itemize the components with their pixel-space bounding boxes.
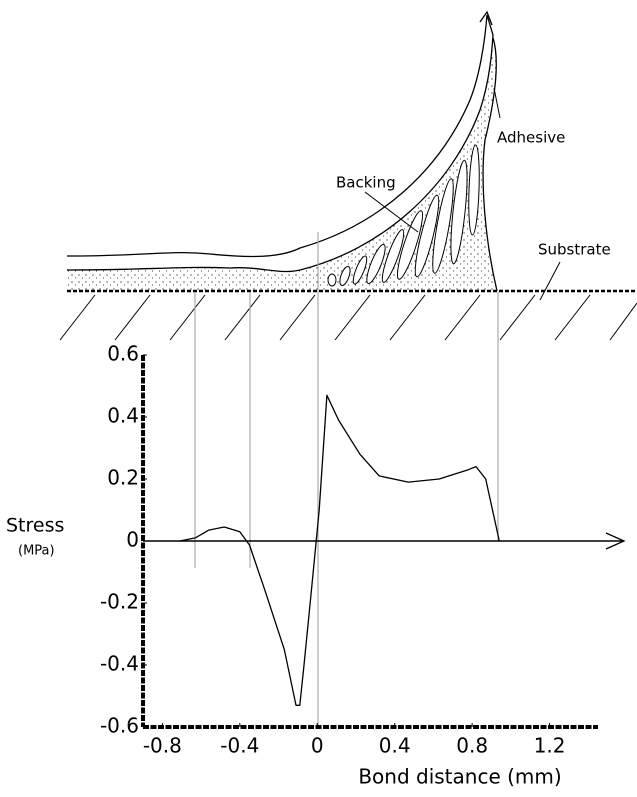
backing bbox=[66, 14, 494, 273]
y-tick-label: -0.4 bbox=[100, 652, 139, 676]
y-tick-label: 0.2 bbox=[107, 466, 139, 490]
adhesive-label: Adhesive bbox=[497, 129, 565, 147]
x-tick-label: -0.4 bbox=[220, 734, 259, 758]
x-tick-label: 1.2 bbox=[534, 734, 566, 758]
x-tick-label: 0.8 bbox=[456, 734, 488, 758]
y-axis-unit: (MPa) bbox=[18, 544, 55, 559]
y-tick-label: -0.2 bbox=[100, 590, 139, 614]
leader-lines bbox=[364, 87, 561, 301]
x-tick-label: 0 bbox=[311, 734, 324, 758]
peel-arrow bbox=[479, 10, 493, 26]
y-tick-label: 0.4 bbox=[107, 404, 139, 428]
x-axis-label: Bond distance (mm) bbox=[358, 765, 561, 789]
y-tick-label: 0.6 bbox=[107, 342, 139, 366]
stress-curve bbox=[179, 394, 500, 706]
fibrils bbox=[327, 144, 480, 287]
adhesive-layer bbox=[67, 38, 497, 291]
y-axis-label: Stress bbox=[6, 515, 64, 537]
x-tick-label: -0.8 bbox=[143, 734, 182, 758]
peel-diagram bbox=[59, 10, 637, 727]
y-tick-label: -0.6 bbox=[100, 714, 139, 738]
substrate-label: Substrate bbox=[538, 241, 611, 259]
guide-lines bbox=[194, 232, 499, 727]
zero-arrow bbox=[605, 532, 626, 550]
x-tick-label: 0.4 bbox=[379, 734, 411, 758]
adhesive-edge bbox=[482, 37, 498, 292]
y-tick-label: 0 bbox=[126, 528, 139, 552]
substrate-hatch bbox=[59, 294, 637, 341]
backing-label: Backing bbox=[336, 174, 396, 192]
